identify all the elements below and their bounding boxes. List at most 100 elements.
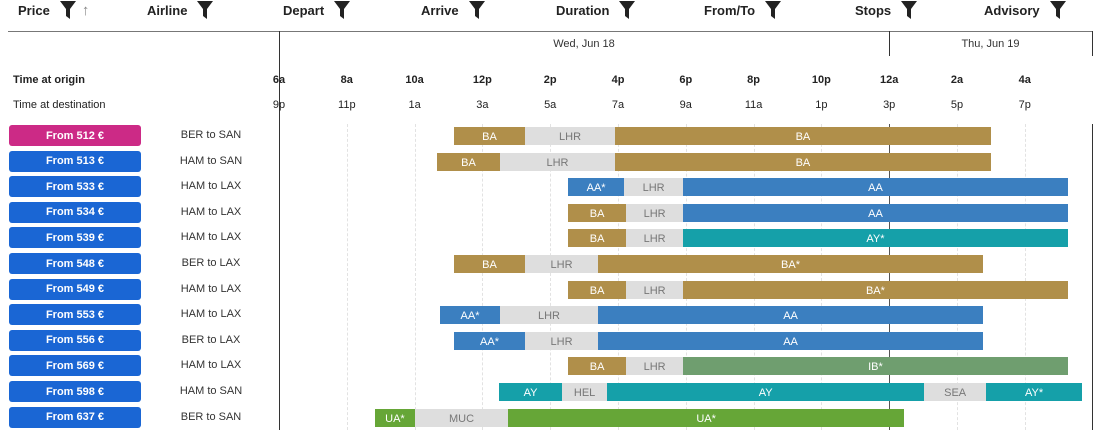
destination-time-tick: 9p — [272, 99, 286, 111]
layover-segment[interactable]: LHR — [624, 178, 684, 197]
filter-funnel-icon[interactable] — [197, 1, 214, 19]
destination-time-tick: 11p — [338, 99, 356, 111]
layover-segment[interactable]: LHR — [626, 229, 684, 248]
flight-segment-ba[interactable]: BA — [453, 127, 526, 145]
flight-segment-aa[interactable]: AA — [683, 178, 1068, 197]
column-header-fromto[interactable]: From/To — [704, 0, 782, 20]
grid-line — [957, 124, 958, 430]
filter-funnel-icon[interactable] — [765, 1, 782, 19]
layover-segment[interactable]: MUC — [414, 408, 509, 427]
destination-time-tick: 5a — [544, 99, 557, 111]
flight-segment-ba[interactable]: BA* — [683, 280, 1068, 299]
day-divider — [889, 31, 890, 56]
column-label: Duration — [556, 2, 610, 18]
grid-line — [821, 124, 823, 430]
price-button[interactable]: From 512 € — [9, 125, 141, 146]
filter-funnel-icon[interactable] — [468, 1, 485, 19]
flight-segment-ua[interactable]: UA* — [374, 408, 415, 427]
flight-segment-ba[interactable]: BA — [614, 152, 991, 171]
destination-time-tick: 7p — [1018, 99, 1031, 111]
route-label: BER to SAN — [180, 410, 242, 423]
price-button[interactable]: From 539 € — [9, 227, 141, 249]
column-label: Arrive — [421, 2, 459, 18]
flight-segment-aa[interactable]: AA* — [440, 306, 501, 325]
route-label: HAM to LAX — [180, 205, 242, 218]
price-button[interactable]: From 549 € — [9, 278, 141, 300]
price-button[interactable]: From 598 € — [9, 381, 141, 402]
flight-segment-ba[interactable]: BA* — [597, 255, 984, 273]
route-label: BER to LAX — [181, 333, 241, 346]
layover-segment[interactable]: LHR — [500, 152, 615, 171]
column-label: Depart — [283, 2, 325, 18]
flight-segment-ba[interactable]: BA — [568, 229, 627, 248]
price-button[interactable]: From 553 € — [9, 304, 141, 326]
flight-segment-ib[interactable]: IB* — [683, 357, 1068, 376]
flight-segment-ay[interactable]: AY — [499, 383, 563, 401]
price-button[interactable]: From 548 € — [9, 253, 141, 274]
destination-time-tick: 7a — [611, 99, 625, 111]
grid-line — [753, 124, 755, 430]
price-button[interactable]: From 534 € — [9, 201, 141, 223]
price-button[interactable]: From 556 € — [9, 329, 141, 351]
price-button[interactable]: From 637 € — [9, 406, 141, 428]
layover-segment[interactable]: LHR — [525, 255, 598, 273]
route-label: HAM to SAN — [179, 154, 243, 167]
column-label: Airline — [147, 2, 188, 18]
column-header-duration[interactable]: Duration — [556, 0, 636, 20]
destination-time-tick: 1a — [408, 99, 421, 111]
price-button[interactable]: From 533 € — [9, 176, 141, 198]
layover-segment[interactable]: LHR — [525, 127, 615, 145]
flight-segment-ay[interactable]: AY* — [986, 383, 1083, 401]
flight-segment-aa[interactable]: AA* — [453, 331, 526, 350]
flight-segment-ba[interactable]: BA — [568, 280, 627, 299]
route-label: BER to SAN — [180, 129, 242, 141]
column-header-airline[interactable]: Airline — [147, 0, 214, 20]
filter-funnel-icon[interactable] — [901, 1, 918, 19]
column-label: From/To — [704, 2, 756, 18]
layover-segment[interactable]: LHR — [626, 280, 684, 299]
origin-time-tick: 6p — [679, 74, 693, 86]
column-header-stops[interactable]: Stops — [855, 0, 918, 20]
flight-segment-ba[interactable]: BA — [568, 357, 627, 376]
filter-funnel-icon[interactable] — [619, 1, 636, 19]
flight-segment-aa[interactable]: AA — [597, 306, 984, 325]
sort-up-arrow-icon[interactable]: ↑ — [81, 1, 90, 19]
flight-segment-ay[interactable]: AY* — [683, 229, 1068, 248]
flight-segment-aa[interactable]: AA* — [568, 178, 625, 197]
layover-segment[interactable]: LHR — [525, 331, 598, 350]
filter-funnel-icon[interactable] — [334, 1, 351, 19]
destination-time-tick: 5p — [950, 99, 964, 111]
timeline-right-border-body — [1092, 124, 1093, 430]
filter-funnel-icon[interactable] — [59, 1, 76, 19]
price-button[interactable]: From 513 € — [9, 150, 141, 172]
route-label: HAM to LAX — [180, 359, 242, 372]
layover-segment[interactable]: LHR — [626, 357, 684, 376]
flight-segment-ay[interactable]: AY — [607, 383, 925, 401]
column-header-arrive[interactable]: Arrive — [421, 0, 485, 20]
flight-segment-ua[interactable]: UA* — [508, 408, 905, 427]
destination-time-tick: 3a — [476, 99, 489, 111]
layover-segment[interactable]: SEA — [924, 383, 987, 401]
timeline-left-border — [279, 31, 280, 430]
flight-segment-ba[interactable]: BA — [436, 152, 501, 171]
flight-segment-ba[interactable]: BA — [453, 255, 526, 273]
filter-funnel-icon[interactable] — [1049, 1, 1066, 19]
flight-segment-ba[interactable]: BA — [568, 203, 627, 222]
grid-line — [685, 124, 687, 430]
column-header-price[interactable]: Price ↑ — [18, 0, 89, 20]
grid-line — [346, 124, 348, 430]
layover-segment[interactable]: LHR — [626, 203, 684, 222]
flight-segment-aa[interactable]: AA — [597, 331, 984, 350]
route-label: HAM to LAX — [180, 180, 242, 193]
destination-time-tick: 11a — [744, 99, 763, 111]
column-header-depart[interactable]: Depart — [283, 0, 351, 20]
price-button[interactable]: From 569 € — [9, 355, 141, 377]
layover-segment[interactable]: HEL — [562, 383, 608, 401]
flight-segment-aa[interactable]: AA — [683, 203, 1068, 222]
column-header-advisory[interactable]: Advisory — [984, 0, 1066, 20]
flight-segment-ba[interactable]: BA — [614, 127, 991, 145]
layover-segment[interactable]: LHR — [500, 306, 598, 325]
route-label: HAM to LAX — [180, 282, 242, 295]
column-label: Stops — [855, 2, 892, 18]
destination-time-tick: 9a — [679, 99, 692, 111]
